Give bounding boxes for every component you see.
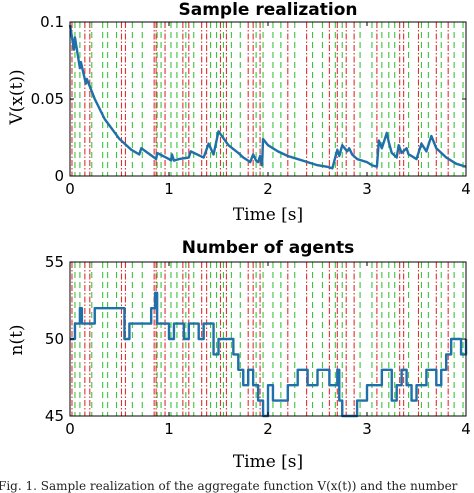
y-tick-label: 45 bbox=[45, 407, 64, 425]
agent-count-plot: Number of agents 0 1 2 3 4 45 50 55 Time [s] n(… bbox=[7, 238, 471, 472]
value-function-series bbox=[68, 24, 467, 170]
series-line bbox=[68, 24, 467, 170]
y-tick-label: 55 bbox=[45, 253, 64, 271]
x-tick-label: 4 bbox=[461, 420, 471, 438]
agent-count-series bbox=[70, 291, 468, 418]
y-tick-label: 0.1 bbox=[40, 13, 64, 31]
axis-ticks-top: 0 1 2 3 4 0 0.05 0.1 bbox=[31, 13, 471, 198]
y-tick-label: 50 bbox=[45, 330, 64, 348]
x-tick-label: 3 bbox=[362, 420, 372, 438]
x-tick-label: 2 bbox=[263, 180, 273, 198]
x-tick-label: 3 bbox=[362, 180, 372, 198]
figure-caption: Fig. 1. Sample realization of the aggreg… bbox=[0, 479, 458, 493]
y-axis-label-bottom: n(t) bbox=[7, 324, 27, 355]
series-line bbox=[70, 291, 468, 418]
x-tick-label: 2 bbox=[263, 420, 273, 438]
event-lines-top bbox=[71, 22, 464, 176]
y-tick-label: 0.05 bbox=[31, 90, 64, 108]
x-tick-label: 1 bbox=[164, 180, 174, 198]
y-tick-label: 0 bbox=[54, 167, 64, 185]
axis-ticks-bottom: 0 1 2 3 4 45 50 55 bbox=[45, 253, 471, 438]
plot-frame-top bbox=[69, 21, 467, 177]
x-axis-label-top: Time [s] bbox=[233, 205, 303, 225]
x-tick-label: 4 bbox=[461, 180, 471, 198]
x-axis-label-bottom: Time [s] bbox=[233, 452, 303, 472]
plot-title-sample-realization: Sample realization bbox=[178, 0, 357, 20]
y-axis-label-top: V(x(t)) bbox=[7, 69, 27, 125]
value-function-plot: Sample realization 0 1 2 3 4 0 0.05 0.1 Time [s… bbox=[7, 0, 471, 225]
x-tick-label: 0 bbox=[65, 180, 75, 198]
plot-title-number-of-agents: Number of agents bbox=[182, 238, 355, 258]
x-tick-label: 1 bbox=[164, 420, 174, 438]
x-tick-label: 0 bbox=[65, 420, 75, 438]
